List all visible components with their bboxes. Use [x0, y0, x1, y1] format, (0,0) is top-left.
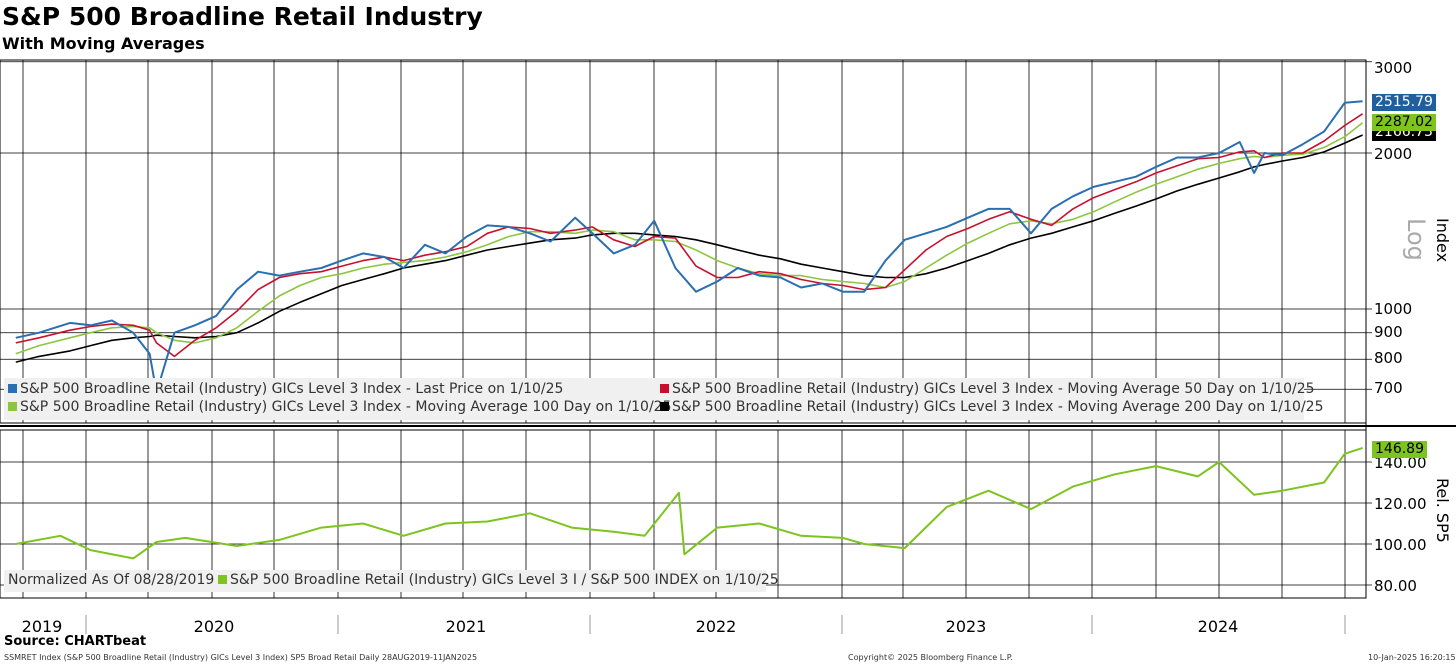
series-line-top-1: [15, 113, 1364, 358]
legend-swatch: [8, 402, 17, 411]
x-tick-label: 2023: [945, 617, 987, 636]
top-legend: S&P 500 Broadline Retail (Industry) GICs…: [4, 378, 1324, 420]
y-tick-label: 80.00: [1374, 577, 1417, 595]
legend-swatch: [660, 384, 669, 393]
x-tick-label: 2022: [695, 617, 737, 636]
chart-subtitle: With Moving Averages: [2, 34, 205, 53]
series-line-top-0: [15, 100, 1363, 394]
source-note: Source: CHARTbeat: [4, 634, 147, 649]
timestamp: 10-Jan-2025 16:20:15: [1368, 653, 1456, 662]
legend-swatch: [218, 575, 227, 584]
last-price-value-tag: 2515.79: [1372, 94, 1436, 111]
chart-title: S&P 500 Broadline Retail Industry: [2, 2, 483, 31]
y-axis-title-bottom: Rel. SP5: [1433, 478, 1452, 543]
legend-label: S&P 500 Broadline Retail (Industry) GICs…: [672, 399, 1324, 415]
legend-item-ma200: S&P 500 Broadline Retail (Industry) GICs…: [660, 399, 1324, 415]
legend-item-ma100: S&P 500 Broadline Retail (Industry) GICs…: [8, 399, 672, 415]
bottom-legend: Normalized As Of 08/28/2019 S&P 500 Broa…: [4, 570, 779, 592]
y-tick-label: 100.00: [1374, 536, 1427, 554]
legend-label: S&P 500 Broadline Retail (Industry) GICs…: [672, 381, 1315, 397]
ma100-value-tag: 2287.02: [1372, 114, 1436, 131]
legend-swatch: [660, 402, 669, 411]
top-panel-frame: [0, 59, 1367, 424]
series-line-top-2: [15, 122, 1364, 355]
y-tick-label: 140.00: [1374, 454, 1427, 472]
x-tick-label: 2019: [21, 617, 63, 636]
y-tick-label: 1000: [1374, 300, 1413, 318]
legend-swatch: [8, 384, 17, 393]
y-tick-label: 800: [1374, 349, 1403, 367]
series-line-1-0: [15, 446, 1363, 560]
y-tick-label: 2000: [1374, 145, 1413, 163]
series-line-top-3: [15, 134, 1363, 363]
y-tick-label: 120.00: [1374, 495, 1427, 513]
legend-label: S&P 500 Broadline Retail (Industry) GICs…: [20, 399, 672, 415]
x-tick-label: 2020: [193, 617, 235, 636]
ticker-line: SSMRET Index (S&P 500 Broadline Retail (…: [4, 653, 478, 662]
y-tick-label: 3000: [1374, 59, 1413, 77]
legend-label: S&P 500 Broadline Retail (Industry) GICs…: [230, 572, 779, 588]
log-scale-label: Log: [1402, 218, 1430, 261]
legend-item-last-price: S&P 500 Broadline Retail (Industry) GICs…: [8, 381, 563, 397]
y-axis-title-top: Index: [1433, 218, 1452, 263]
legend-item-relative: S&P 500 Broadline Retail (Industry) GICs…: [218, 572, 779, 588]
y-tick-label: 700: [1374, 379, 1403, 397]
legend-item-ma50: S&P 500 Broadline Retail (Industry) GICs…: [660, 381, 1315, 397]
x-tick-label: 2021: [445, 617, 487, 636]
x-tick-label: 2024: [1197, 617, 1239, 636]
relative-value-tag: 146.89: [1372, 441, 1427, 458]
copyright-note: Copyright© 2025 Bloomberg Finance L.P.: [848, 653, 1013, 662]
legend-label: S&P 500 Broadline Retail (Industry) GICs…: [20, 381, 564, 397]
y-tick-label: 900: [1374, 323, 1403, 341]
normalized-note: Normalized As Of 08/28/2019: [8, 572, 215, 588]
